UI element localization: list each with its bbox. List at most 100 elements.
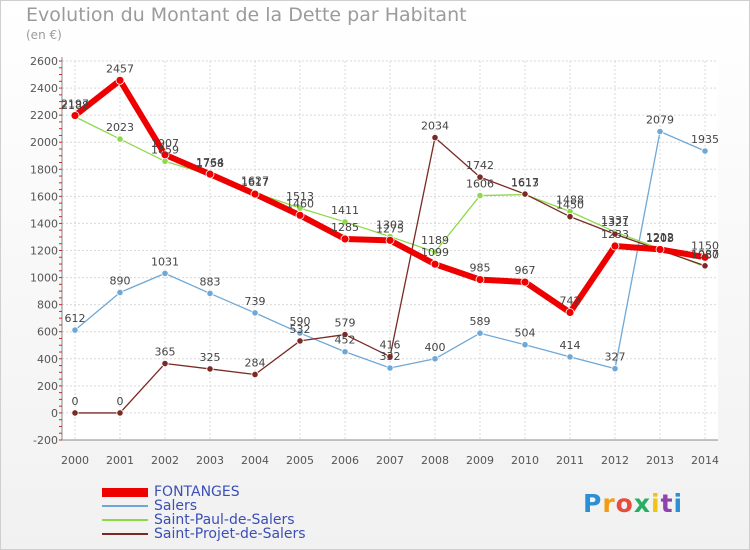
data-point bbox=[476, 191, 484, 200]
data-point bbox=[250, 189, 260, 199]
y-tick-label: 2400 bbox=[30, 82, 58, 95]
data-point bbox=[160, 150, 170, 160]
x-tick-label: 2004 bbox=[241, 454, 269, 467]
y-tick-label: 400 bbox=[37, 353, 58, 366]
data-label: 1764 bbox=[196, 156, 224, 169]
data-label: 1337 bbox=[601, 214, 629, 227]
data-label: 2188 bbox=[61, 99, 89, 112]
data-label: 1488 bbox=[556, 194, 584, 207]
data-point bbox=[385, 235, 395, 245]
legend-label: Saint-Paul-de-Salers bbox=[154, 512, 295, 528]
legend-swatch bbox=[102, 505, 148, 507]
y-tick-label: 1600 bbox=[30, 190, 58, 203]
data-point bbox=[206, 289, 214, 298]
x-tick-label: 2005 bbox=[286, 454, 314, 467]
data-point bbox=[566, 213, 574, 221]
data-label: 1189 bbox=[421, 234, 449, 247]
legend-label: Salers bbox=[154, 498, 198, 514]
y-tick-label: 1400 bbox=[30, 217, 58, 230]
data-label: 400 bbox=[425, 341, 446, 354]
legend-swatch bbox=[102, 519, 148, 521]
x-tick-label: 2011 bbox=[556, 454, 584, 467]
data-label: 883 bbox=[200, 275, 221, 288]
data-label: 1411 bbox=[331, 204, 359, 217]
x-tick-label: 2007 bbox=[376, 454, 404, 467]
data-point bbox=[341, 218, 349, 226]
data-point bbox=[116, 409, 124, 417]
data-point bbox=[701, 147, 709, 155]
data-label: 504 bbox=[515, 327, 536, 340]
data-label: 1321 bbox=[601, 216, 629, 229]
x-tick-label: 2006 bbox=[331, 454, 359, 467]
data-label: 579 bbox=[335, 317, 356, 330]
data-point bbox=[116, 288, 124, 297]
legend-item: Saint-Paul-de-Salers bbox=[102, 513, 295, 527]
data-point bbox=[71, 326, 79, 334]
data-point bbox=[520, 277, 530, 287]
data-point bbox=[476, 329, 484, 337]
data-label: 1460 bbox=[286, 197, 314, 210]
data-label: 2023 bbox=[106, 121, 134, 134]
data-label: 739 bbox=[245, 295, 266, 308]
legend-item: FONTANGES bbox=[102, 485, 240, 499]
data-point bbox=[70, 111, 80, 120]
x-tick-label: 2014 bbox=[691, 454, 719, 467]
data-label: 414 bbox=[560, 339, 581, 352]
data-label: 0 bbox=[72, 395, 79, 408]
data-point bbox=[386, 364, 394, 372]
data-point bbox=[161, 269, 169, 277]
data-point bbox=[205, 169, 215, 179]
y-tick-label: -200 bbox=[33, 434, 58, 447]
data-label: 890 bbox=[110, 274, 131, 287]
data-label: 1907 bbox=[151, 137, 179, 150]
data-label: 416 bbox=[380, 339, 401, 352]
data-point bbox=[341, 348, 349, 356]
data-point bbox=[386, 353, 394, 361]
y-tick-label: 600 bbox=[37, 326, 58, 339]
data-label: 0 bbox=[117, 395, 124, 408]
data-point bbox=[71, 409, 79, 417]
data-label: 325 bbox=[200, 351, 221, 364]
data-label: 612 bbox=[65, 312, 86, 325]
data-point bbox=[565, 308, 575, 317]
data-point bbox=[341, 330, 349, 339]
data-label: 590 bbox=[290, 315, 311, 328]
legend-item: Salers bbox=[102, 499, 197, 513]
data-label: 1285 bbox=[331, 221, 359, 234]
data-point bbox=[656, 127, 664, 136]
data-label: 532 bbox=[290, 323, 311, 336]
legend-swatch bbox=[102, 533, 148, 535]
data-point bbox=[115, 75, 125, 85]
data-label: 1513 bbox=[286, 190, 314, 203]
data-label: 2079 bbox=[646, 114, 674, 127]
data-label: 2197 bbox=[61, 98, 89, 111]
x-tick-label: 2009 bbox=[466, 454, 494, 467]
data-label: 452 bbox=[335, 334, 356, 347]
data-label: 2457 bbox=[106, 62, 134, 75]
data-label: 1150 bbox=[691, 239, 719, 252]
data-point bbox=[611, 230, 619, 238]
data-point bbox=[521, 190, 529, 198]
y-tick-label: 1000 bbox=[30, 272, 58, 285]
x-tick-label: 2001 bbox=[106, 454, 134, 467]
data-label: 1758 bbox=[196, 157, 224, 170]
legend-item: Saint-Projet-de-Salers bbox=[102, 527, 306, 541]
data-label: 1275 bbox=[376, 222, 404, 235]
data-point bbox=[296, 337, 304, 345]
data-label: 332 bbox=[380, 350, 401, 363]
data-point bbox=[431, 248, 439, 256]
x-tick-label: 2013 bbox=[646, 454, 674, 467]
data-point bbox=[295, 210, 305, 220]
data-label: 742 bbox=[560, 294, 581, 307]
data-label: 2034 bbox=[421, 120, 449, 133]
data-point bbox=[206, 365, 214, 373]
y-tick-label: 800 bbox=[37, 299, 58, 312]
data-point bbox=[251, 309, 259, 317]
data-point bbox=[251, 370, 259, 379]
y-tick-label: 200 bbox=[37, 380, 58, 393]
proxiti-logo: Proxiti bbox=[583, 489, 684, 518]
data-point bbox=[431, 355, 439, 363]
data-label: 1303 bbox=[376, 219, 404, 232]
data-label: 967 bbox=[515, 264, 536, 277]
